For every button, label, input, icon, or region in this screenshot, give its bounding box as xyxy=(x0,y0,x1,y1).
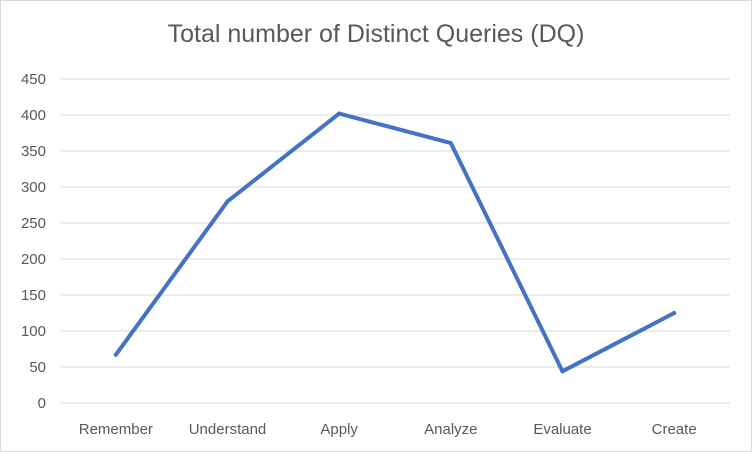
y-tick-label: 0 xyxy=(38,395,46,412)
data-point-analyze xyxy=(448,141,453,146)
x-tick-label: Remember xyxy=(79,421,153,438)
data-point-evaluate xyxy=(560,369,565,374)
y-tick-label: 100 xyxy=(21,323,46,340)
chart-title: Total number of Distinct Queries (DQ) xyxy=(167,20,585,48)
y-tick-label: 250 xyxy=(21,215,46,232)
y-tick-label: 300 xyxy=(21,179,46,196)
y-tick-label: 50 xyxy=(29,359,46,376)
data-point-create xyxy=(672,311,677,315)
y-tick-label: 450 xyxy=(21,71,46,88)
x-tick-label: Analyze xyxy=(424,421,477,438)
data-point-understand xyxy=(225,199,230,204)
x-tick-label: Understand xyxy=(189,421,267,438)
data-point-apply xyxy=(337,111,342,116)
y-tick-label: 200 xyxy=(21,251,46,268)
series-line xyxy=(113,111,677,374)
x-tick-label: Create xyxy=(652,421,697,438)
y-tick-label: 350 xyxy=(21,143,46,160)
y-tick-label: 150 xyxy=(21,287,46,304)
data-point-remember xyxy=(113,352,118,357)
x-tick-label: Apply xyxy=(320,421,358,438)
x-tick-label: Evaluate xyxy=(533,421,591,438)
y-tick-label: 400 xyxy=(21,107,46,124)
